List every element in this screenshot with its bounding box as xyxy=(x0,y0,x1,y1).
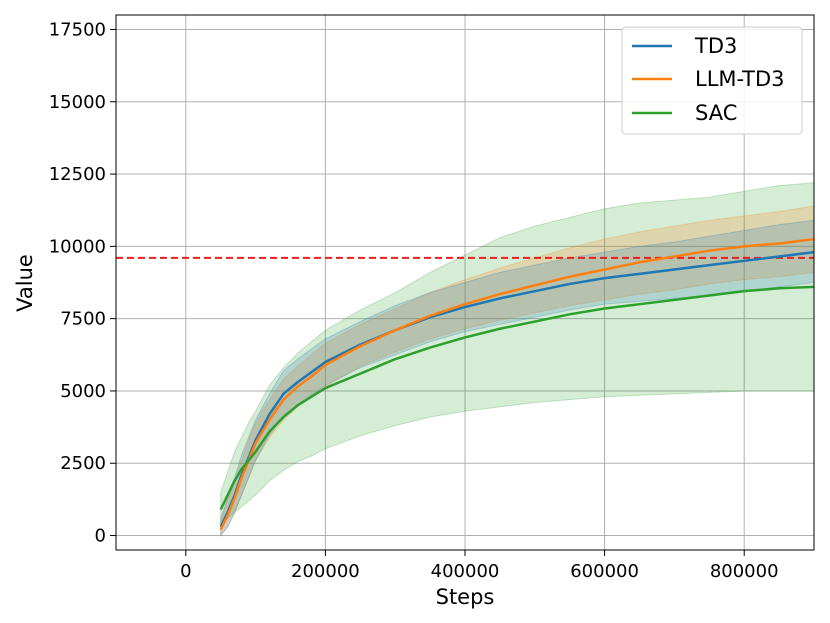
y-tick-label: 2500 xyxy=(60,453,106,474)
y-tick-label: 10000 xyxy=(49,236,106,257)
x-tick-label: 400000 xyxy=(431,561,500,582)
y-tick-label: 0 xyxy=(95,526,106,547)
legend-label-td3: TD3 xyxy=(694,34,737,58)
y-axis-label: Value xyxy=(13,254,37,312)
x-axis-label: Steps xyxy=(436,585,495,609)
y-tick-label: 7500 xyxy=(60,309,106,330)
y-tick-label: 5000 xyxy=(60,381,106,402)
series-lines xyxy=(219,237,815,531)
legend-label-sac: SAC xyxy=(695,101,737,125)
x-tick-label: 600000 xyxy=(570,561,639,582)
legend-box xyxy=(621,26,803,135)
confidence-bands xyxy=(220,182,815,537)
legend: TD3 LLM-TD3 SAC xyxy=(621,26,803,135)
series-line-sac xyxy=(219,285,815,511)
x-tick-label: 200000 xyxy=(291,561,360,582)
x-tick-label: 0 xyxy=(180,561,191,582)
y-tick-label: 12500 xyxy=(49,164,106,185)
y-axis-ticks: 0 2500 5000 7500 10000 12500 15000 17500 xyxy=(49,19,116,547)
y-tick-label: 15000 xyxy=(49,92,106,113)
x-tick-label: 800000 xyxy=(710,561,779,582)
legend-label-llm-td3: LLM-TD3 xyxy=(695,67,785,91)
y-tick-label: 17500 xyxy=(49,19,106,40)
x-axis-ticks: 0 200000 400000 600000 800000 xyxy=(180,550,779,582)
